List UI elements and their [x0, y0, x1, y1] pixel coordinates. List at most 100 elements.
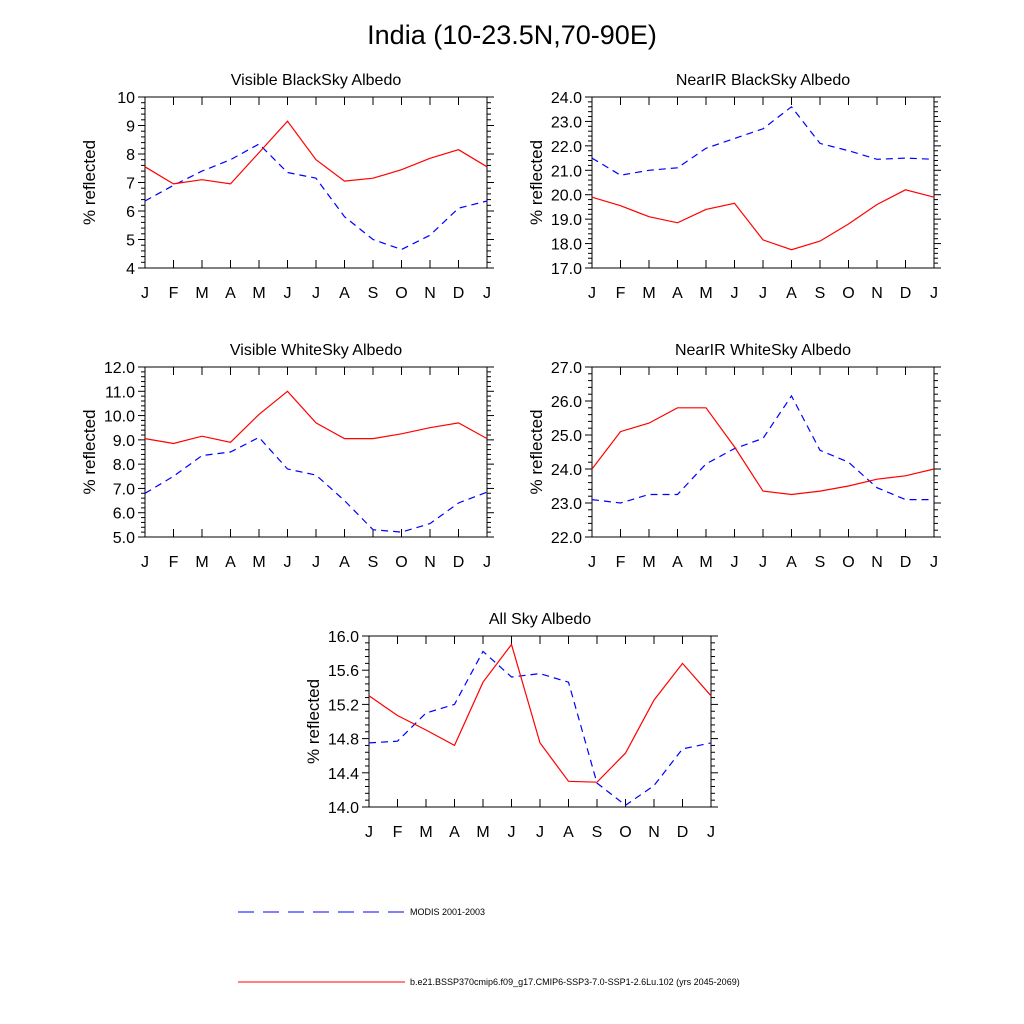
y-tick-label: 8 [126, 147, 135, 164]
x-tick-label: N [648, 824, 660, 841]
y-tick-label: 21.0 [551, 163, 582, 180]
y-tick-label: 20.0 [551, 188, 582, 205]
x-tick-label: D [453, 285, 465, 302]
y-axis-label: % reflected [527, 409, 546, 494]
x-tick-label: J [141, 285, 149, 302]
y-tick-label: 22.0 [551, 139, 582, 156]
chart-title: Visible BlackSky Albedo [231, 72, 402, 89]
x-tick-label: S [592, 824, 603, 841]
legend: MODIS 2001-2003 b.e21.BSSP370cmip6.f09_g1… [238, 907, 740, 987]
x-tick-label: M [419, 824, 432, 841]
x-tick-label: S [815, 554, 826, 571]
x-tick-label: J [930, 554, 938, 571]
legend-label: b.e21.BSSP370cmip6.f09_g17.CMIP6-SSP3-7.… [410, 977, 740, 987]
x-tick-label: J [141, 554, 149, 571]
x-tick-label: F [393, 824, 403, 841]
y-tick-label: 6 [126, 204, 135, 221]
y-tick-label: 23.0 [551, 114, 582, 131]
series-line-model [368, 643, 712, 783]
series-line-model [144, 120, 488, 185]
y-tick-label: 19.0 [551, 212, 582, 229]
series-line-modis [144, 436, 488, 533]
y-tick-label: 10 [117, 90, 135, 107]
y-axis-label: % reflected [80, 409, 99, 494]
x-tick-label: N [871, 554, 883, 571]
x-tick-label: A [225, 285, 236, 302]
y-tick-label: 17.0 [551, 261, 582, 278]
x-tick-label: O [842, 554, 854, 571]
x-tick-label: J [365, 824, 373, 841]
y-tick-label: 5.0 [113, 530, 135, 547]
y-tick-label: 12.0 [104, 360, 135, 377]
x-tick-label: A [786, 554, 797, 571]
chart-title: Visible WhiteSky Albedo [230, 342, 402, 359]
plot-frame [144, 366, 488, 538]
x-tick-label: J [731, 285, 739, 302]
x-tick-label: S [368, 554, 379, 571]
plot-frame [368, 635, 712, 808]
y-tick-label: 5 [126, 233, 135, 250]
x-tick-label: S [815, 285, 826, 302]
y-tick-label: 15.6 [328, 663, 359, 680]
x-tick-label: A [449, 824, 460, 841]
y-tick-label: 14.8 [328, 732, 359, 749]
x-tick-label: F [169, 554, 179, 571]
y-tick-label: 4 [126, 261, 135, 278]
x-tick-label: M [699, 554, 712, 571]
y-tick-label: 22.0 [551, 530, 582, 547]
y-tick-label: 11.0 [105, 384, 135, 401]
x-tick-label: D [453, 554, 465, 571]
plot-frame [591, 366, 935, 538]
y-tick-label: 7 [126, 176, 135, 193]
y-axis-label: % reflected [527, 140, 546, 225]
x-tick-label: A [563, 824, 574, 841]
series-line-model [591, 189, 935, 251]
y-tick-label: 24.0 [551, 462, 582, 479]
y-tick-label: 8.0 [113, 457, 135, 474]
x-tick-label: M [252, 554, 265, 571]
x-tick-label: N [871, 285, 883, 302]
x-tick-label: J [312, 285, 320, 302]
x-tick-label: J [483, 554, 491, 571]
x-tick-label: M [476, 824, 489, 841]
series-line-modis [591, 105, 935, 176]
y-tick-label: 14.0 [328, 800, 359, 817]
x-tick-label: F [169, 285, 179, 302]
x-tick-label: J [588, 554, 596, 571]
plot-frame [591, 96, 935, 269]
x-tick-label: M [195, 285, 208, 302]
x-tick-label: J [284, 285, 292, 302]
y-tick-label: 18.0 [551, 237, 582, 254]
chart-title: NearIR BlackSky Albedo [676, 72, 850, 89]
page-title: India (10-23.5N,70-90E) [367, 20, 657, 50]
x-tick-label: J [588, 285, 596, 302]
x-tick-label: J [930, 285, 938, 302]
x-tick-label: J [284, 554, 292, 571]
series-line-model [144, 390, 488, 445]
x-tick-label: O [619, 824, 631, 841]
y-tick-label: 25.0 [551, 428, 582, 445]
x-tick-label: J [759, 285, 767, 302]
x-tick-label: D [900, 285, 912, 302]
x-tick-label: N [424, 554, 436, 571]
x-tick-label: J [536, 824, 544, 841]
x-tick-label: O [842, 285, 854, 302]
x-tick-label: O [395, 554, 407, 571]
series-line-model [591, 407, 935, 496]
series-line-modis [144, 143, 488, 251]
x-tick-label: J [759, 554, 767, 571]
x-tick-label: M [252, 285, 265, 302]
x-tick-label: J [483, 285, 491, 302]
x-tick-label: M [642, 285, 655, 302]
y-tick-label: 23.0 [551, 496, 582, 513]
y-tick-label: 10.0 [104, 409, 135, 426]
legend-label: MODIS 2001-2003 [410, 907, 485, 917]
x-tick-label: J [731, 554, 739, 571]
x-tick-label: M [195, 554, 208, 571]
x-tick-label: D [677, 824, 689, 841]
x-tick-label: F [616, 285, 626, 302]
plot-frame [144, 96, 488, 269]
